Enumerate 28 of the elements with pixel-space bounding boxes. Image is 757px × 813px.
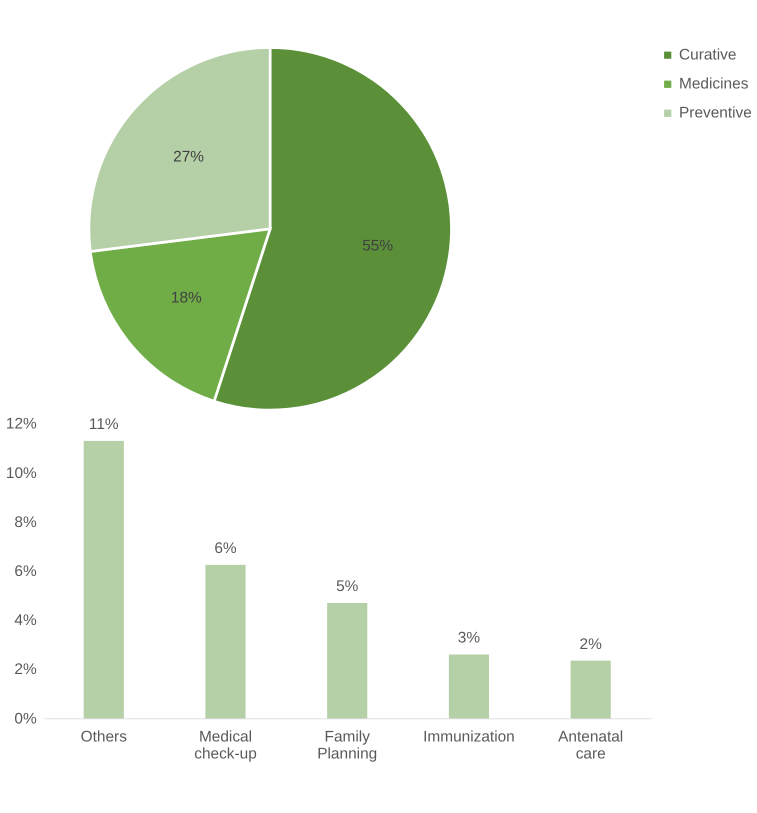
legend-label: Curative — [679, 46, 736, 64]
bar — [570, 660, 611, 718]
legend-label: Preventive — [679, 104, 752, 122]
bar — [327, 602, 368, 718]
y-tick-label: 2% — [14, 661, 38, 678]
y-tick-label: 10% — [6, 464, 38, 482]
y-tick-label: 12% — [6, 416, 38, 433]
x-tick-label: Antenatal care — [558, 728, 624, 763]
x-tick-label: Others — [80, 728, 128, 746]
data-label: 27% — [173, 148, 204, 166]
data-label: 6% — [214, 540, 237, 558]
x-tick-label: Medical check-up — [194, 728, 257, 763]
y-tick-label: 0% — [14, 710, 38, 728]
bar — [205, 564, 246, 718]
data-label: 5% — [336, 578, 359, 596]
data-label: 55% — [362, 237, 394, 254]
data-label: 3% — [458, 630, 480, 647]
bar — [84, 440, 124, 718]
data-label: 11% — [88, 416, 119, 434]
legend-label: Medicines — [679, 76, 749, 93]
x-tick-label: Family Planning — [317, 728, 378, 763]
data-label: 2% — [580, 636, 602, 653]
bar — [448, 654, 490, 718]
x-tick-label: Immunization — [423, 728, 515, 746]
y-tick-label: 4% — [14, 612, 38, 630]
y-tick-label: 8% — [14, 514, 38, 531]
data-label: 18% — [170, 290, 202, 307]
y-tick-label: 6% — [14, 563, 38, 580]
